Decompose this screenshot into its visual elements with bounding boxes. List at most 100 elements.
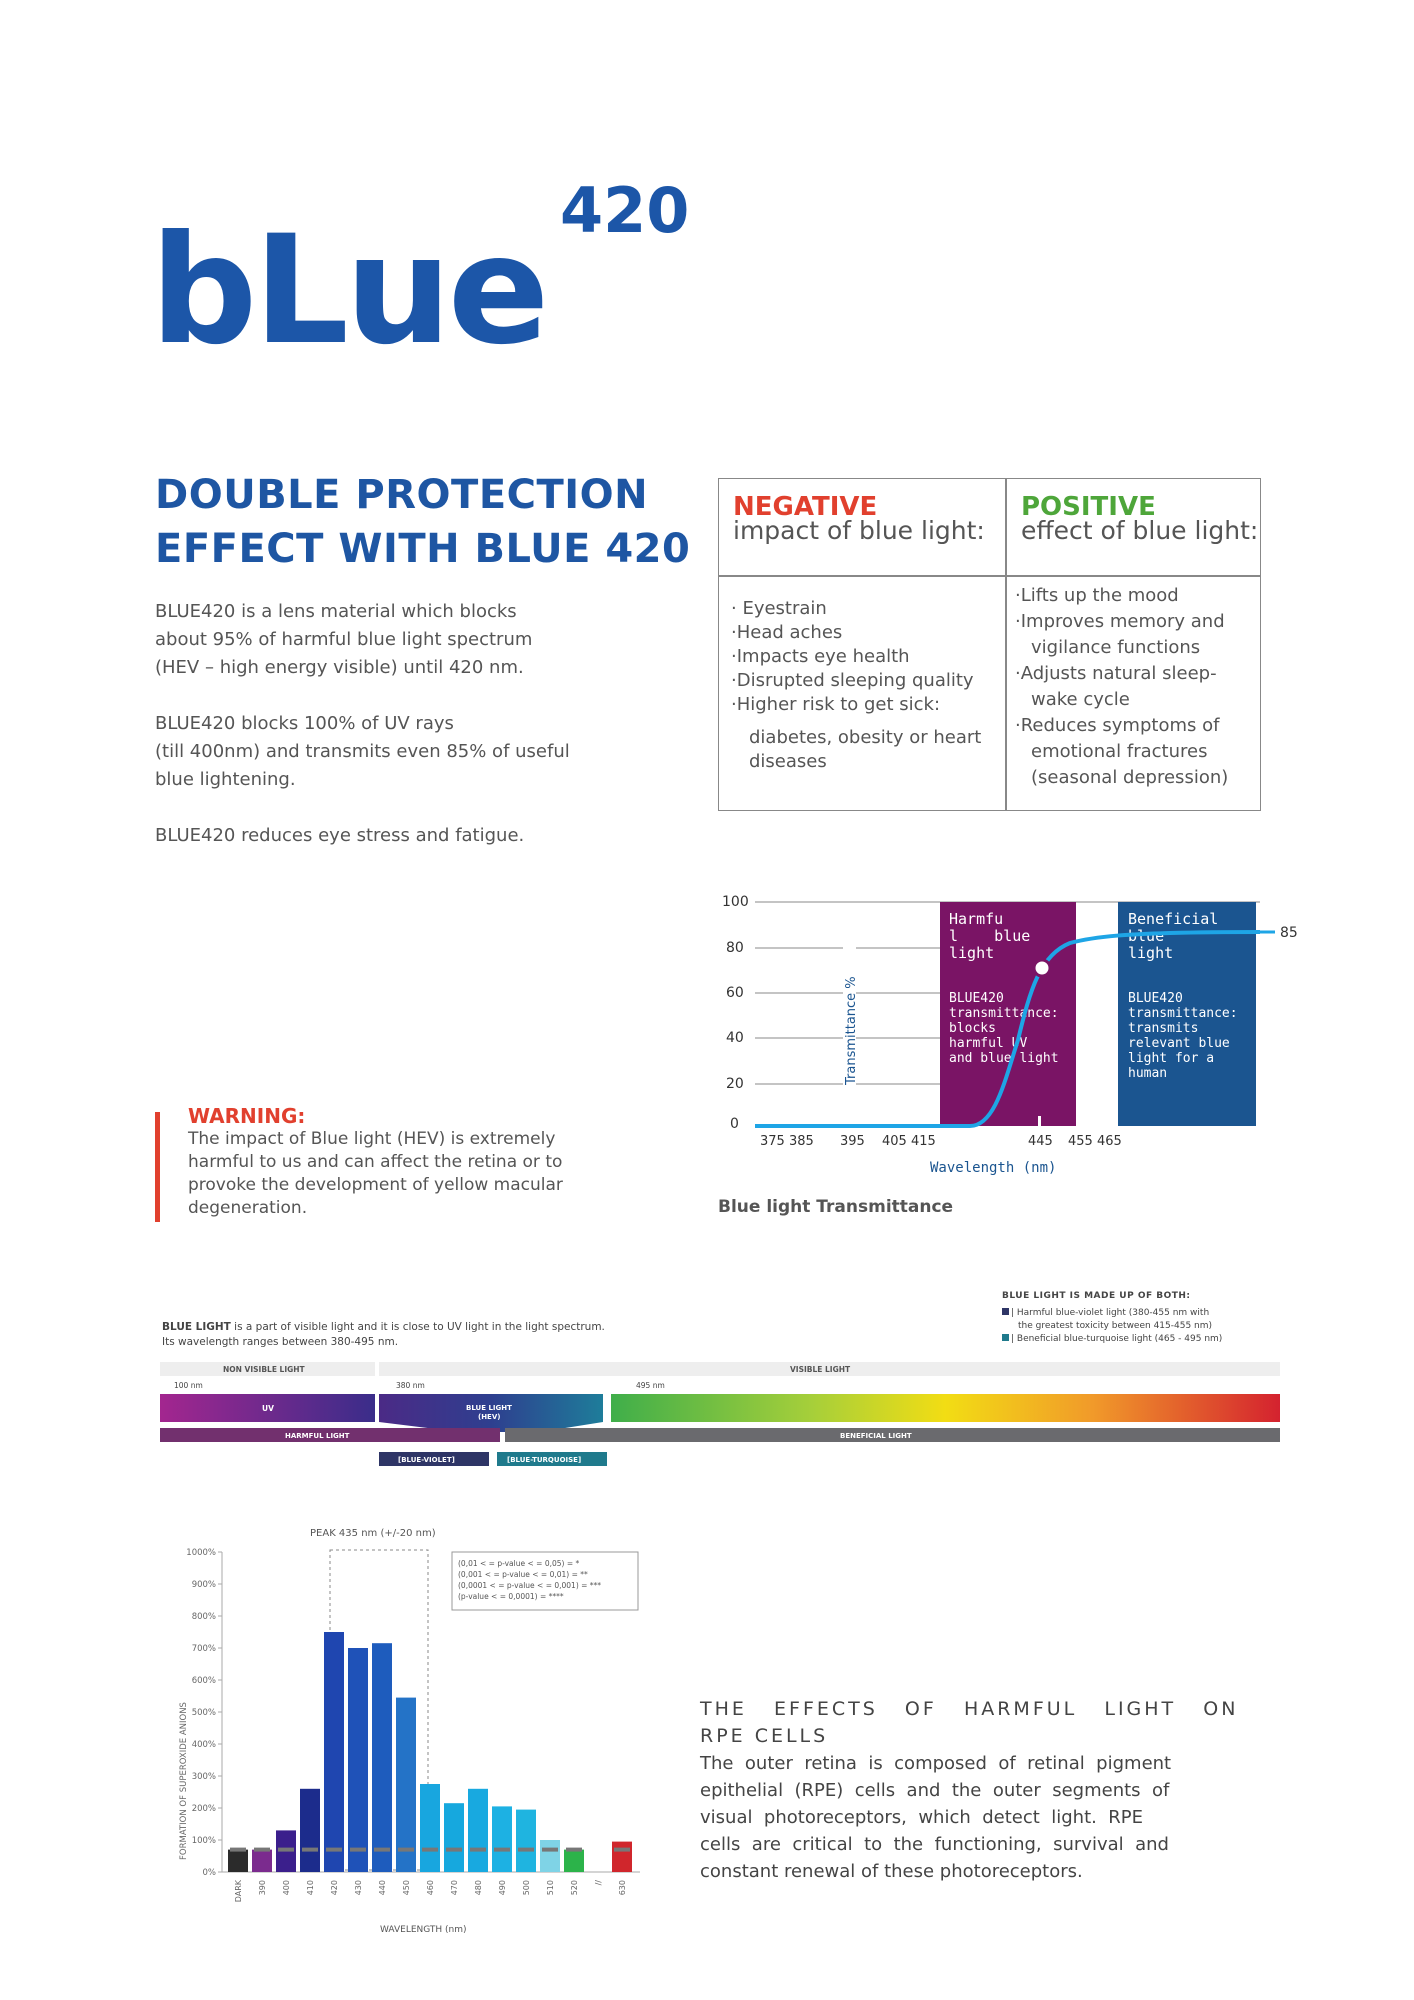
peak-label: PEAK 435 nm (+/-20 nm) [310,1528,436,1539]
positive-subtitle: effect of blue light: [1021,516,1259,545]
blue-violet-tag [379,1452,489,1466]
intro-line: BLUE420 is a lens material which blocks [155,601,517,622]
x-tick-label: 500 [522,1880,531,1895]
negative-header: NEGATIVE impact of blue light: [733,492,985,543]
list-item: ·Higher risk to get sick: [731,694,941,715]
x-tick: 405 415 [882,1134,936,1149]
y-tick: 100 [722,894,749,910]
rpe-title-line: THE EFFECTS OF HARMFUL LIGHT ON [700,1698,1239,1720]
harmful-light-band [160,1428,500,1442]
beneficial-title-line: light [1128,944,1173,962]
superoxide-bar-chart: PEAK 435 nm (+/-20 nm) 1000% 900% 800% 700%… [179,1528,640,1935]
y-axis-label: FORMATION OF SUPEROXIDE ANIONS [179,1702,189,1860]
bar [300,1788,320,1872]
y-tick: 40 [726,1030,744,1046]
baseline-marker [470,1847,486,1852]
legend-line: (0,01 < = p-value < = 0,05) = * [458,1559,579,1568]
rpe-body-line: constant renewal of these photoreceptors… [700,1861,1083,1882]
list-item: ·Head aches [731,622,843,643]
harmful-text-line: blocks [949,1021,996,1036]
warning-line: harmful to us and can affect the retina … [188,1152,563,1172]
spectrum-intro-bold: BLUE LIGHT [162,1321,231,1333]
list-item: vigilance functions [1031,637,1201,658]
beneficial-text-line: transmittance: [1128,1006,1238,1021]
rpe-section: THE EFFECTS OF HARMFUL LIGHT ON RPE CELL… [700,1696,1239,1885]
blue-violet-label: [BLUE-VIOLET] [398,1456,455,1464]
harmful-light-notch [460,1428,500,1442]
x-tick-label: 440 [378,1880,387,1895]
beneficial-text-line: BLUE420 [1128,991,1183,1006]
beneficial-light-label: BENEFICIAL LIGHT [840,1432,912,1440]
baseline-marker [614,1847,630,1852]
harmful-title-line: Harmfu [949,910,1003,928]
y-tick-label: 200% [192,1804,216,1814]
spectrum-intro-line-1: BLUE LIGHT is a part of visible light an… [162,1320,605,1335]
beneficial-text-line: human [1128,1066,1167,1081]
baseline-marker [542,1847,558,1852]
y-tick: 0 [730,1116,739,1132]
bar [228,1849,248,1872]
beneficial-description: BLUE420 transmittance: transmits relevan… [1128,991,1238,1081]
square-icon [1002,1308,1009,1315]
baseline-marker [326,1847,342,1852]
mark-100nm: 100 nm [174,1381,203,1390]
bar [492,1806,512,1872]
page-title: DOUBLE PROTECTION EFFECT WITH BLUE 420 [155,468,690,576]
intro-line: BLUE420 blocks 100% of UV rays [155,713,454,734]
x-tick: 375 385 [760,1134,814,1149]
x-axis-label: WAVELENGTH (nm) [380,1925,467,1935]
brand-logo: bLue 420 [150,180,710,380]
list-sub-item: diabetes, obesity or heart [749,727,982,748]
hev-sub-label: (HEV) [478,1413,500,1421]
transmittance-curve [755,930,1261,1128]
rpe-body-line: epithelial (RPE) cells and the outer seg… [700,1780,1170,1801]
bar [516,1809,536,1872]
x-tick-label: 450 [402,1880,411,1895]
non-visible-band [160,1362,375,1376]
y-tick: 20 [726,1076,744,1092]
hev-bar [379,1394,603,1432]
baseline-marker [398,1847,414,1852]
harmful-title-line: l blue [949,927,1030,945]
made-of-text: | Beneficial blue-turquoise light (465 -… [1011,1334,1223,1344]
bar [252,1849,272,1872]
rpe-body: The outer retina is composed of retinal … [700,1750,1215,1885]
baseline-marker [518,1847,534,1852]
legend-line: (0,001 < = p-value < = 0,01) = ** [458,1570,588,1579]
square-icon [1002,1334,1009,1341]
bar [420,1784,440,1872]
list-item: ·Disrupted sleeping quality [731,670,974,691]
rpe-body-line: The outer retina is composed of retinal … [700,1753,1172,1774]
x-tick-label: 390 [258,1880,267,1895]
x-tick-label: 470 [450,1880,459,1895]
baseline-marker [494,1847,510,1852]
baseline-marker [374,1847,390,1852]
spectrum-intro-line-2: Its wavelength ranges between 380-495 nm… [162,1336,399,1348]
y-tick-label: 1000% [186,1548,216,1558]
uv-bar [160,1394,375,1422]
beneficial-title-line: Beneficial [1128,910,1218,928]
harmful-text-line: BLUE420 [949,991,1004,1006]
y-tick-label: 400% [192,1740,216,1750]
tick-mark [1038,1116,1041,1126]
impact-table: NEGATIVE impact of blue light: POSITIVE … [718,478,1261,811]
y-ticks: 1000% 900% 800% 700% 600% 500% 400% 300% 200% 100… [186,1548,222,1878]
harmful-text-line: and blue light [949,1051,1059,1066]
beneficial-region [1118,902,1256,1126]
x-tick-label: 460 [426,1880,435,1895]
bar [372,1643,392,1872]
peak-box [329,1549,429,1871]
x-tick-label: DARK [234,1879,243,1902]
mark-495nm: 495 nm [636,1381,665,1390]
baseline-marker [254,1847,270,1852]
harmful-description: BLUE420 transmittance: blocks harmful UV… [949,991,1059,1066]
y-tick: 60 [726,985,744,1001]
x-tick-label: 480 [474,1880,483,1895]
baseline-marker [302,1847,318,1852]
list-item: · Eyestrain [731,598,827,619]
rpe-title-line: RPE CELLS [700,1725,829,1747]
y-tick: 80 [726,940,744,956]
negative-title: NEGATIVE [733,492,878,522]
legend-line: (0,0001 < = p-value < = 0,001) = *** [458,1581,601,1590]
baseline-marker [422,1847,438,1852]
